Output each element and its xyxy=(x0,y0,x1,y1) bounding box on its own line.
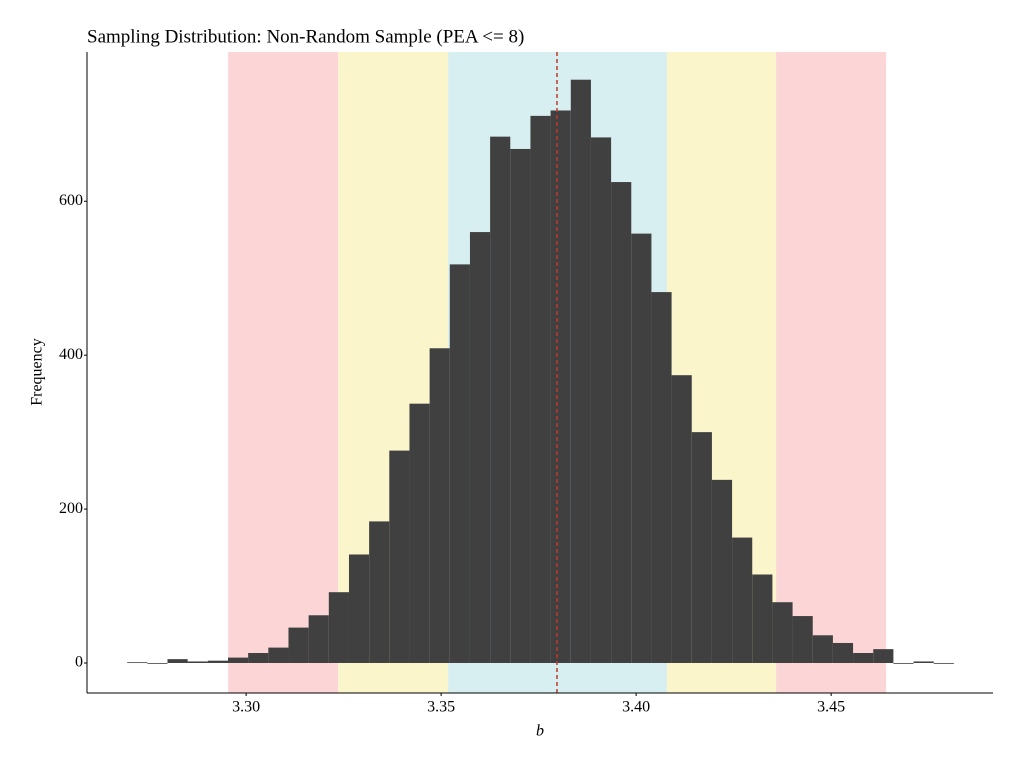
bar xyxy=(227,657,249,663)
bar xyxy=(530,115,551,663)
bar xyxy=(348,554,370,663)
y-tick-label: 600 xyxy=(59,192,83,209)
bar xyxy=(853,652,874,663)
y-tick-label: 200 xyxy=(59,500,83,517)
bar xyxy=(469,232,491,663)
bar xyxy=(732,537,753,663)
bar xyxy=(167,659,188,663)
bar xyxy=(611,182,632,663)
bar xyxy=(449,264,470,663)
y-axis-label: Frequency xyxy=(29,338,46,406)
x-axis-label: b xyxy=(536,723,544,740)
bar xyxy=(651,292,672,663)
chart-title: Sampling Distribution: Non-Random Sample… xyxy=(87,26,524,47)
bar xyxy=(127,662,148,664)
y-tick-label: 400 xyxy=(59,346,83,363)
bar xyxy=(792,616,813,663)
bar xyxy=(308,615,329,663)
x-tick-label: 3.45 xyxy=(817,699,845,716)
y-tick-label: 0 xyxy=(75,654,83,671)
bar xyxy=(288,627,309,663)
bar xyxy=(328,592,349,663)
bar xyxy=(752,574,773,663)
bar xyxy=(187,661,208,663)
bar xyxy=(147,662,168,664)
bar xyxy=(268,647,289,663)
bar xyxy=(490,136,511,663)
bar xyxy=(207,660,228,663)
bar xyxy=(873,649,894,663)
x-tick-label: 3.30 xyxy=(232,699,260,716)
x-tick-label: 3.40 xyxy=(622,699,650,716)
bar xyxy=(933,662,954,664)
bar xyxy=(913,661,934,663)
bar xyxy=(369,521,390,663)
x-tick-label: 3.35 xyxy=(427,699,455,716)
bar xyxy=(812,635,833,663)
band xyxy=(776,52,887,693)
bar xyxy=(631,233,652,663)
bar xyxy=(550,110,571,663)
bar xyxy=(893,662,914,664)
bar xyxy=(409,403,430,663)
bar xyxy=(429,348,450,663)
bar xyxy=(691,432,712,663)
bar xyxy=(832,642,854,663)
bar xyxy=(590,137,612,663)
bar xyxy=(570,79,591,663)
bar xyxy=(671,375,692,663)
bar xyxy=(248,652,269,663)
bar xyxy=(711,479,733,663)
band xyxy=(228,52,339,693)
bar xyxy=(389,450,410,663)
bar xyxy=(772,602,793,663)
bar xyxy=(510,148,531,663)
